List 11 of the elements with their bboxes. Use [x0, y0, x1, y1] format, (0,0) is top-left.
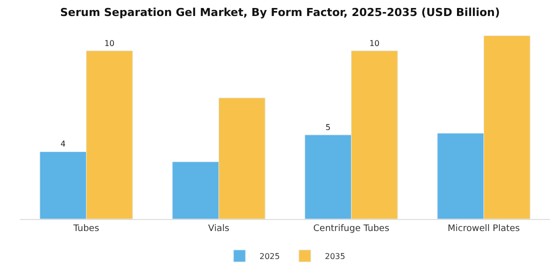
- x-tick-label: Vials: [208, 224, 230, 234]
- x-tick-label: Microwell Plates: [448, 224, 520, 234]
- x-tick-label: Tubes: [72, 224, 100, 234]
- data-label: 10: [104, 38, 115, 48]
- data-label: 4: [60, 140, 66, 149]
- data-label: 5: [326, 122, 331, 132]
- data-label: 10: [369, 38, 380, 48]
- legend-label: 2035: [324, 252, 346, 262]
- chart-title: Serum Separation Gel Market, By Form Factor, 2025-2035 (USD Billion): [60, 6, 500, 20]
- legend-label: 2025: [260, 252, 280, 262]
- x-tick-label: Centrifuge Tubes: [313, 224, 390, 234]
